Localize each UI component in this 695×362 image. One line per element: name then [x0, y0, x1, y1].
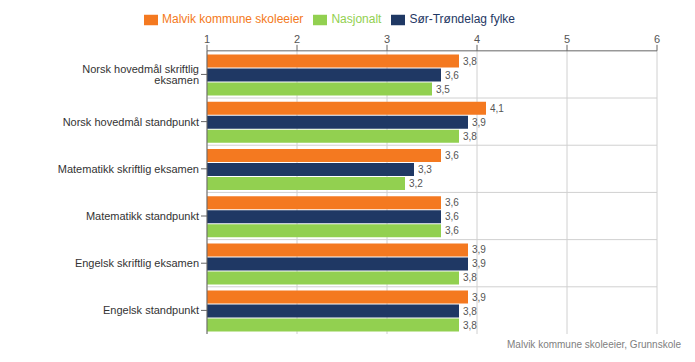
svg-text:Norsk hovedmål standpunkt: Norsk hovedmål standpunkt — [63, 116, 199, 128]
svg-text:3,8: 3,8 — [463, 320, 477, 331]
html-text:Sør-Trøndelag fylke: Sør-Trøndelag fylke — [409, 12, 515, 26]
html-text:Malvik kommune skoleeier, Grun: Malvik kommune skoleeier, Grunnskole — [507, 339, 681, 350]
svg-text:3,6: 3,6 — [445, 70, 459, 81]
svg-text:3,6: 3,6 — [445, 211, 459, 222]
svg-text:3,6: 3,6 — [445, 150, 459, 161]
svg-text:3,9: 3,9 — [472, 258, 486, 269]
svg-text:3,8: 3,8 — [463, 306, 477, 317]
svg-text:3,2: 3,2 — [409, 178, 423, 189]
svg-text:3,8: 3,8 — [463, 272, 477, 283]
svg-text:4: 4 — [474, 33, 480, 45]
svg-text:3,8: 3,8 — [463, 131, 477, 142]
svg-text:3,6: 3,6 — [445, 225, 459, 236]
html-text:Malvik kommune skoleeier: Malvik kommune skoleeier — [162, 12, 304, 26]
svg-text:Matematikk skriftlig eksamen: Matematikk skriftlig eksamen — [58, 163, 199, 175]
svg-text:3,9: 3,9 — [472, 117, 486, 128]
svg-text:2: 2 — [294, 33, 300, 45]
html-text:Nasjonalt: Nasjonalt — [331, 12, 382, 26]
svg-text:4,1: 4,1 — [490, 103, 504, 114]
svg-text:3,5: 3,5 — [436, 84, 450, 95]
svg-text:3: 3 — [384, 33, 390, 45]
svg-text:6: 6 — [654, 33, 660, 45]
svg-text:Matematikk standpunkt: Matematikk standpunkt — [86, 210, 199, 222]
svg-text:3,6: 3,6 — [445, 197, 459, 208]
svg-text:3,9: 3,9 — [472, 292, 486, 303]
svg-text:5: 5 — [564, 33, 570, 45]
svg-text:3,3: 3,3 — [418, 164, 432, 175]
svg-text:Engelsk standpunkt: Engelsk standpunkt — [103, 304, 199, 316]
svg-text:Engelsk skriftlig eksamen: Engelsk skriftlig eksamen — [75, 257, 199, 269]
svg-text:3,9: 3,9 — [472, 244, 486, 255]
svg-text:3,8: 3,8 — [463, 56, 477, 67]
svg-text:1: 1 — [204, 33, 210, 45]
svg-text:Norsk hovedmål skriftligeksame: Norsk hovedmål skriftligeksamen — [82, 63, 199, 86]
